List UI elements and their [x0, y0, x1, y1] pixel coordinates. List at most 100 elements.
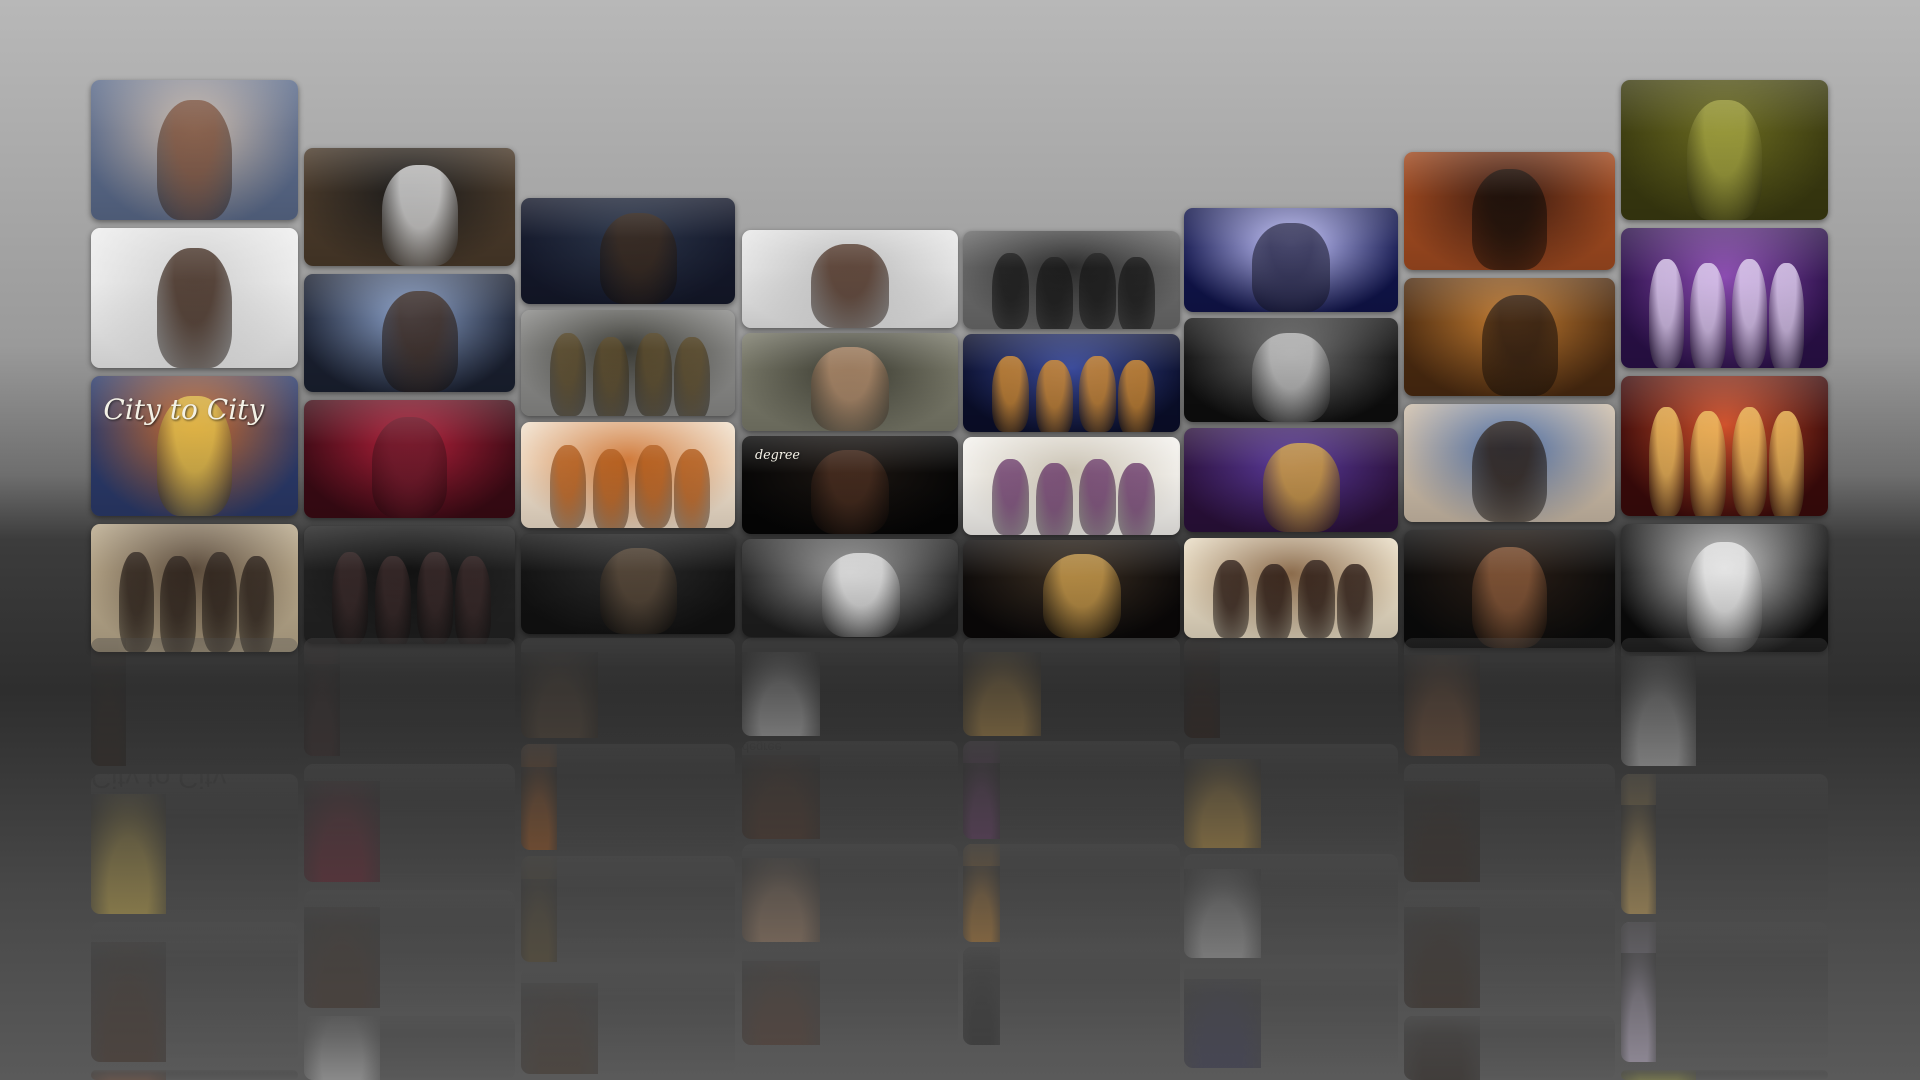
tile-reflection: degree: [742, 741, 958, 839]
tile-reflection: [1404, 764, 1615, 882]
reflection-fade: [91, 774, 298, 914]
performer-silhouette: [157, 395, 232, 516]
performer-silhouette: [1769, 410, 1805, 516]
reflection-fade: [963, 947, 1180, 1045]
reflection-fade: [91, 922, 298, 1062]
reflection-fade: [742, 638, 958, 736]
reflection-fade: [742, 947, 958, 1045]
reflection-fade: [304, 890, 515, 1008]
performer-silhouette: [371, 416, 448, 518]
media-tile[interactable]: [1621, 80, 1828, 220]
media-tile[interactable]: [521, 310, 735, 416]
performer-silhouette: [1690, 410, 1726, 516]
performer-silhouette: [1471, 546, 1548, 648]
media-tile[interactable]: [1404, 152, 1615, 270]
performer-silhouette: [1255, 564, 1293, 638]
media-tile[interactable]: [1404, 530, 1615, 648]
tile-reflection: [91, 638, 298, 766]
artwork-lettering: degree: [754, 447, 800, 463]
tile-reflection: [521, 968, 735, 1074]
media-tile[interactable]: [1184, 318, 1398, 422]
performer-silhouette: [549, 445, 587, 528]
tile-reflection: [91, 922, 298, 1062]
media-tile[interactable]: [963, 231, 1180, 329]
performer-silhouette: [1263, 442, 1341, 532]
media-tile[interactable]: [521, 534, 735, 634]
media-tile[interactable]: [1404, 404, 1615, 522]
performer-silhouette: [157, 247, 232, 368]
tile-reflection: [1621, 1070, 1828, 1080]
media-tile[interactable]: [742, 539, 958, 637]
media-tile[interactable]: [1404, 278, 1615, 396]
reflection-fade: [1621, 638, 1828, 766]
media-tile[interactable]: [1621, 376, 1828, 516]
performer-silhouette: [382, 164, 459, 266]
tile-reflection: [304, 764, 515, 882]
reflection-fade: [963, 638, 1180, 736]
media-tile[interactable]: [1184, 538, 1398, 638]
reflection-fade: [1184, 854, 1398, 958]
media-tile[interactable]: [304, 400, 515, 518]
tile-reflection: [1184, 638, 1398, 738]
media-tile[interactable]: [742, 230, 958, 328]
performer-silhouette: [1731, 406, 1767, 516]
performer-silhouette: [674, 449, 711, 528]
media-tile[interactable]: [304, 148, 515, 266]
media-tile[interactable]: [1184, 208, 1398, 312]
reflection-fade: [1184, 964, 1398, 1068]
performer-silhouette: [992, 458, 1030, 535]
performer-silhouette: [600, 212, 678, 304]
media-tile[interactable]: [963, 334, 1180, 432]
performer-silhouette: [811, 449, 889, 534]
reflection-fade: [1404, 1016, 1615, 1080]
performer-silhouette: [1035, 256, 1073, 329]
media-tile[interactable]: [963, 540, 1180, 638]
performer-silhouette: [635, 333, 672, 416]
performer-silhouette: [1690, 262, 1726, 368]
media-tile[interactable]: [521, 422, 735, 528]
performer-silhouette: [1769, 262, 1805, 368]
media-tile[interactable]: [91, 524, 298, 652]
reflection-fade: [304, 1016, 515, 1080]
performer-silhouette: [1252, 222, 1330, 312]
tile-reflection: [963, 638, 1180, 736]
media-tile[interactable]: [1184, 428, 1398, 532]
tile-reflection: [963, 947, 1180, 1045]
tile-reflection: [521, 856, 735, 962]
performer-silhouette: [1212, 560, 1250, 638]
media-tile[interactable]: City to City: [91, 376, 298, 516]
reflection-fade: [1404, 638, 1615, 756]
tile-reflection: [91, 1070, 298, 1080]
tile-reflection: [304, 890, 515, 1008]
tile-reflection: [1404, 638, 1615, 756]
tile-reflection: [963, 741, 1180, 839]
performer-silhouette: [160, 556, 196, 652]
media-tile[interactable]: [91, 80, 298, 220]
media-tile[interactable]: [1621, 524, 1828, 652]
artwork-lettering: City to City: [103, 392, 265, 426]
tile-reflection: [521, 744, 735, 850]
performer-silhouette: [1337, 564, 1374, 638]
reflection-fade: [742, 741, 958, 839]
tile-reflection: [1621, 638, 1828, 766]
performer-silhouette: [592, 337, 630, 416]
media-tile[interactable]: [304, 526, 515, 644]
tile-reflection: [1184, 854, 1398, 958]
performer-silhouette: [1079, 355, 1116, 432]
media-tile[interactable]: [742, 333, 958, 431]
reflection-fade: [304, 764, 515, 882]
media-tile[interactable]: [963, 437, 1180, 535]
media-tile[interactable]: degree: [742, 436, 958, 534]
performer-silhouette: [1252, 332, 1330, 422]
media-tile[interactable]: [304, 274, 515, 392]
media-tile[interactable]: [1621, 228, 1828, 368]
tile-reflection: [521, 638, 735, 738]
performer-silhouette: [1298, 560, 1335, 638]
reflection-fade: [91, 638, 298, 766]
media-tile[interactable]: [521, 198, 735, 304]
reflection-fade: [521, 744, 735, 850]
performer-silhouette: [1118, 462, 1156, 535]
media-tile[interactable]: [91, 228, 298, 368]
tile-reflection: [963, 844, 1180, 942]
reflection-fade: [963, 844, 1180, 942]
